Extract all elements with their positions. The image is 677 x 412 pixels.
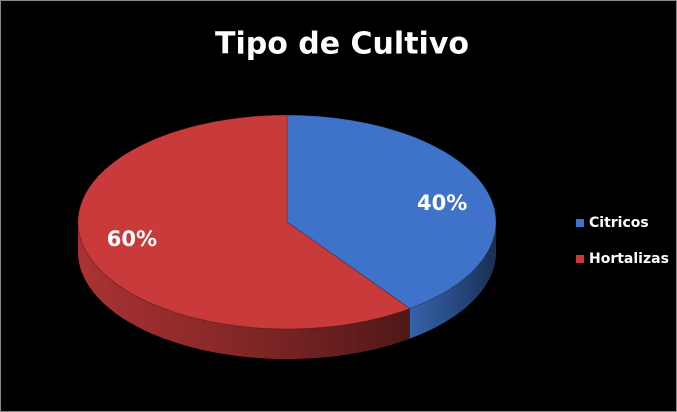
slice-side-shade: [78, 222, 410, 359]
legend-swatch: [576, 255, 584, 263]
legend-swatch: [576, 219, 584, 227]
slice: [77, 114, 411, 330]
value-label: 40%: [417, 191, 467, 215]
legend-label: Citricos: [589, 215, 649, 231]
legend-label: Hortalizas: [589, 251, 669, 267]
chart-title: Tipo de Cultivo: [215, 27, 469, 62]
pie: 40% 60%: [77, 114, 497, 359]
slice-side-shade: [409, 222, 496, 339]
value-label: 60%: [107, 227, 157, 251]
slice: [286, 114, 497, 310]
